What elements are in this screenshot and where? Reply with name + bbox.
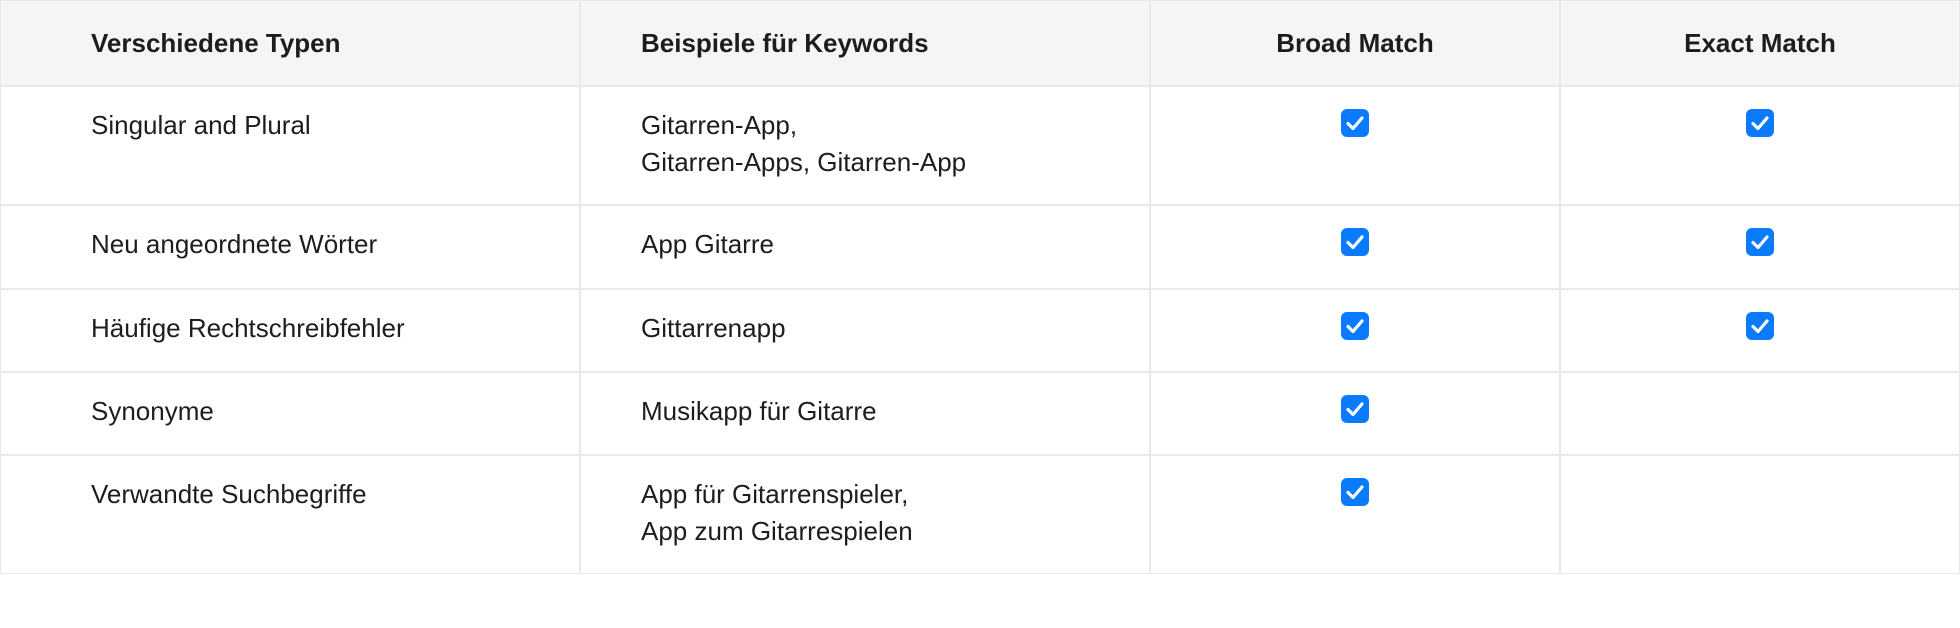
cell-exact xyxy=(1560,289,1960,372)
cell-exact xyxy=(1560,372,1960,455)
cell-broad xyxy=(1150,455,1560,574)
cell-example: Gittarrenapp xyxy=(580,289,1150,372)
cell-type: Neu angeordnete Wörter xyxy=(0,205,580,288)
cell-type: Häufige Rechtschreibfehler xyxy=(0,289,580,372)
table-row: SynonymeMusikapp für Gitarre xyxy=(0,372,1960,455)
cell-type: Singular and Plural xyxy=(0,86,580,205)
cell-type: Verwandte Suchbegriffe xyxy=(0,455,580,574)
check-icon xyxy=(1341,109,1369,137)
col-header-broad: Broad Match xyxy=(1150,0,1560,86)
table-row: Singular and PluralGitarren-App,Gitarren… xyxy=(0,86,1960,205)
cell-broad xyxy=(1150,289,1560,372)
col-header-example: Beispiele für Keywords xyxy=(580,0,1150,86)
check-icon xyxy=(1746,109,1774,137)
cell-type: Synonyme xyxy=(0,372,580,455)
cell-exact xyxy=(1560,205,1960,288)
cell-broad xyxy=(1150,86,1560,205)
cell-broad xyxy=(1150,372,1560,455)
check-icon xyxy=(1341,478,1369,506)
cell-example: App für Gitarrenspieler,App zum Gitarres… xyxy=(580,455,1150,574)
table-header: Verschiedene Typen Beispiele für Keyword… xyxy=(0,0,1960,86)
check-icon xyxy=(1341,312,1369,340)
table-body: Singular and PluralGitarren-App,Gitarren… xyxy=(0,86,1960,574)
table-row: Neu angeordnete WörterApp Gitarre xyxy=(0,205,1960,288)
check-icon xyxy=(1341,228,1369,256)
table-row: Häufige RechtschreibfehlerGittarrenapp xyxy=(0,289,1960,372)
check-icon xyxy=(1746,228,1774,256)
cell-exact xyxy=(1560,455,1960,574)
cell-exact xyxy=(1560,86,1960,205)
cell-example: Musikapp für Gitarre xyxy=(580,372,1150,455)
check-icon xyxy=(1341,395,1369,423)
cell-broad xyxy=(1150,205,1560,288)
check-icon xyxy=(1746,312,1774,340)
match-type-table: Verschiedene Typen Beispiele für Keyword… xyxy=(0,0,1960,574)
table-row: Verwandte SuchbegriffeApp für Gitarrensp… xyxy=(0,455,1960,574)
col-header-type: Verschiedene Typen xyxy=(0,0,580,86)
cell-example: Gitarren-App,Gitarren-Apps, Gitarren-App xyxy=(580,86,1150,205)
col-header-exact: Exact Match xyxy=(1560,0,1960,86)
cell-example: App Gitarre xyxy=(580,205,1150,288)
